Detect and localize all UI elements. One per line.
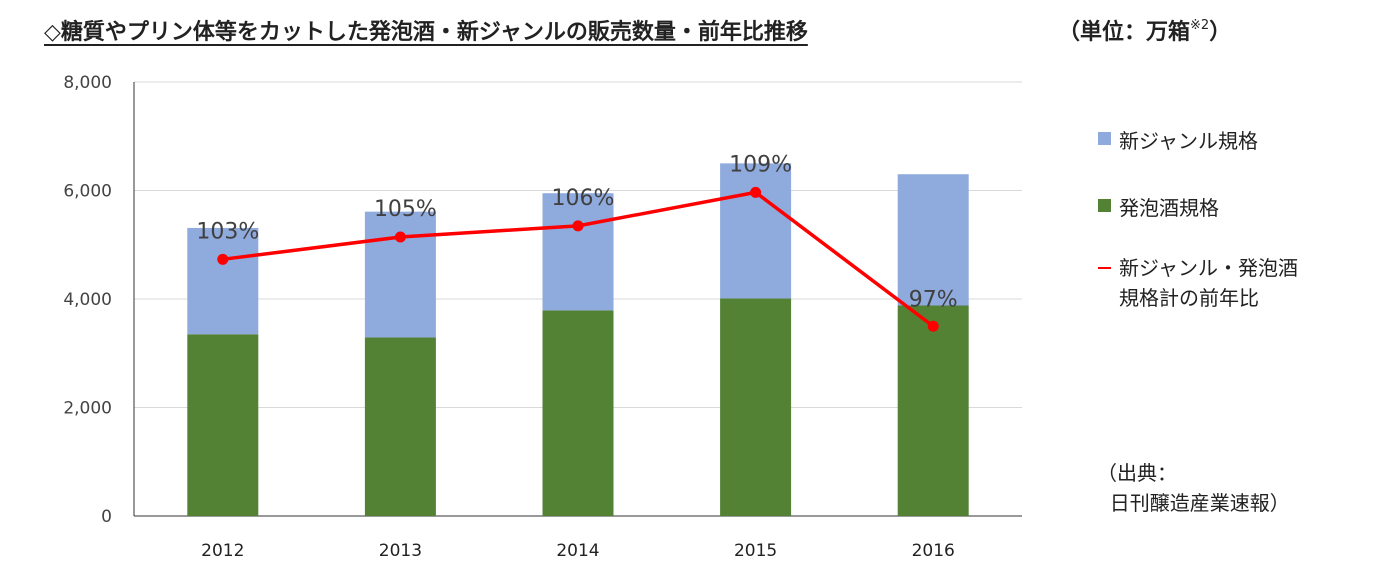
bar-happoshu [720, 298, 792, 516]
bar-happoshu [542, 310, 614, 516]
bar-happoshu [187, 334, 259, 516]
y-tick-label: 8,000 [63, 73, 112, 93]
x-tick-label: 2014 [556, 541, 599, 561]
bar-happoshu [364, 337, 436, 516]
bar-new-genre [897, 174, 969, 306]
legend-line-yoy [1098, 267, 1111, 269]
unit-footnote-mark: ※2 [1190, 18, 1210, 33]
legend-item-happoshu: 発泡酒規格 [1098, 192, 1298, 221]
yoy-point [394, 231, 406, 243]
legend-item-yoy: 新ジャンル・発泡酒 規格計の前年比 [1098, 253, 1298, 313]
legend-item-new-genre: 新ジャンル規格 [1098, 125, 1298, 154]
yoy-data-label: 97% [909, 287, 958, 312]
legend-label-happoshu: 発泡酒規格 [1119, 196, 1219, 220]
x-tick-label: 2015 [734, 541, 777, 561]
bar-new-genre [187, 227, 259, 335]
y-tick-label: 2,000 [63, 399, 112, 419]
legend-label-yoy: 新ジャンル・発泡酒 規格計の前年比 [1119, 256, 1298, 310]
x-tick-label: 2012 [201, 541, 244, 561]
yoy-data-label: 103% [196, 219, 259, 244]
unit-text: （単位：万箱 [1058, 20, 1191, 45]
legend-swatch-new-genre [1098, 132, 1111, 145]
source-note: （出典： 日刊醸造産業速報） [1097, 461, 1290, 515]
y-tick-label: 0 [101, 507, 112, 527]
unit-close: ） [1209, 20, 1232, 45]
yoy-data-label: 106% [552, 186, 615, 211]
legend: 新ジャンル規格 発泡酒規格 新ジャンル・発泡酒 規格計の前年比 [1098, 125, 1298, 351]
x-tick-label: 2013 [379, 541, 422, 561]
unit-label: （単位：万箱※2） [1058, 14, 1231, 46]
legend-swatch-happoshu [1098, 199, 1111, 212]
bar-new-genre [720, 163, 792, 299]
y-tick-label: 4,000 [63, 290, 112, 310]
legend-label-new-genre: 新ジャンル規格 [1119, 129, 1258, 153]
y-tick-label: 6,000 [63, 182, 112, 202]
bar-happoshu [897, 305, 969, 516]
yoy-data-label: 105% [374, 197, 437, 222]
bar-new-genre [364, 211, 436, 338]
yoy-point [750, 186, 762, 198]
yoy-point [927, 320, 939, 332]
yoy-data-label: 109% [729, 152, 792, 177]
yoy-point [572, 220, 584, 232]
x-tick-label: 2016 [912, 541, 955, 561]
page-title: ◇糖質やプリン体等をカットした発泡酒・新ジャンルの販売数量・前年比推移 [44, 20, 808, 45]
bar-new-genre [542, 193, 614, 311]
yoy-point [217, 253, 229, 265]
